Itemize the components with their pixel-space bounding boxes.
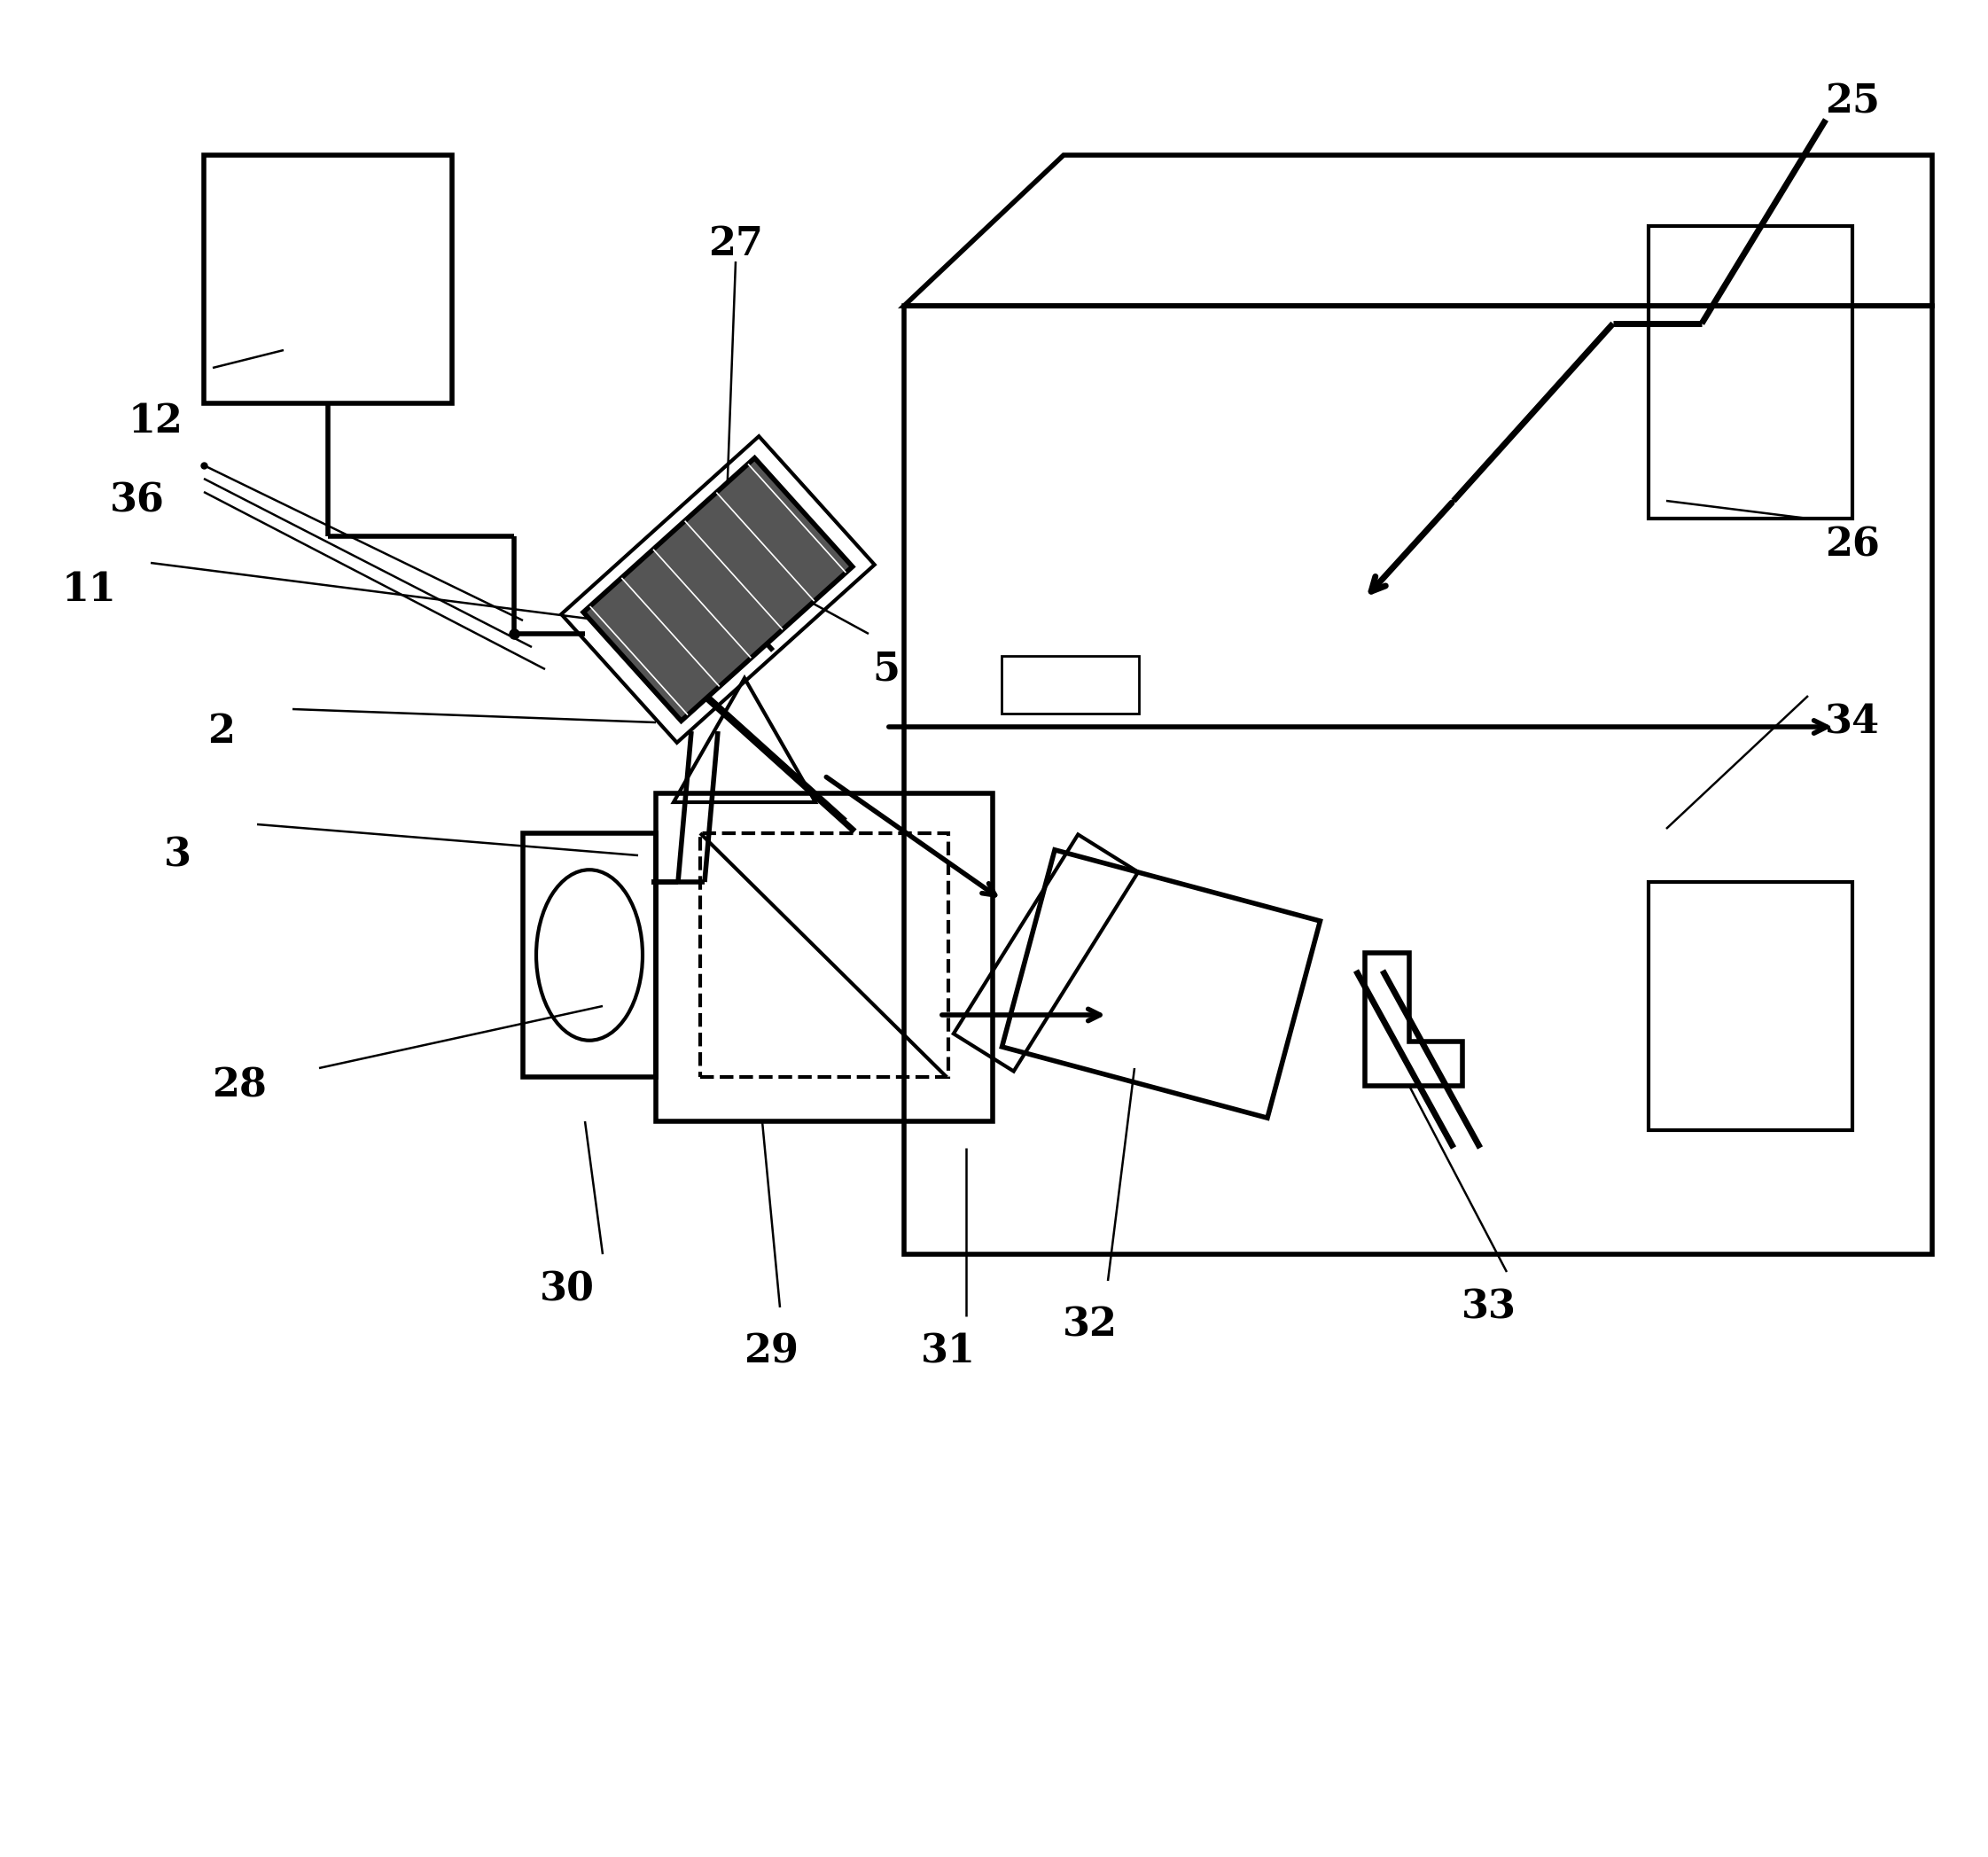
Text: 33: 33 [1461,1289,1517,1326]
Bar [523,834,656,1077]
Text: 3: 3 [163,836,191,875]
Text: 34: 34 [1825,704,1881,741]
Text: 28: 28 [213,1066,266,1105]
Bar [700,834,948,1077]
Text: 12: 12 [127,401,183,440]
Text: 25: 25 [1825,84,1881,121]
Bar [205,156,451,403]
Text: 26: 26 [1825,526,1881,565]
Text: 5: 5 [873,650,901,689]
Polygon shape [582,459,853,721]
Bar [1648,227,1853,518]
Text: 29: 29 [744,1333,799,1370]
Text: 11: 11 [62,570,115,609]
Text: 27: 27 [708,225,763,264]
Bar [1002,656,1139,713]
Text: 36: 36 [109,481,165,520]
Text: 32: 32 [1064,1305,1117,1344]
Bar [1648,882,1853,1131]
Bar [656,793,992,1122]
Text: 31: 31 [920,1333,976,1370]
Text: 2: 2 [209,713,235,750]
Text: 30: 30 [541,1270,594,1309]
